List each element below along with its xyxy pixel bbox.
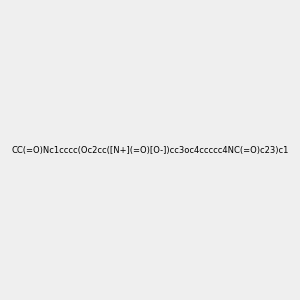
Text: CC(=O)Nc1cccc(Oc2cc([N+](=O)[O-])cc3oc4ccccc4NC(=O)c23)c1: CC(=O)Nc1cccc(Oc2cc([N+](=O)[O-])cc3oc4c… (11, 146, 289, 154)
